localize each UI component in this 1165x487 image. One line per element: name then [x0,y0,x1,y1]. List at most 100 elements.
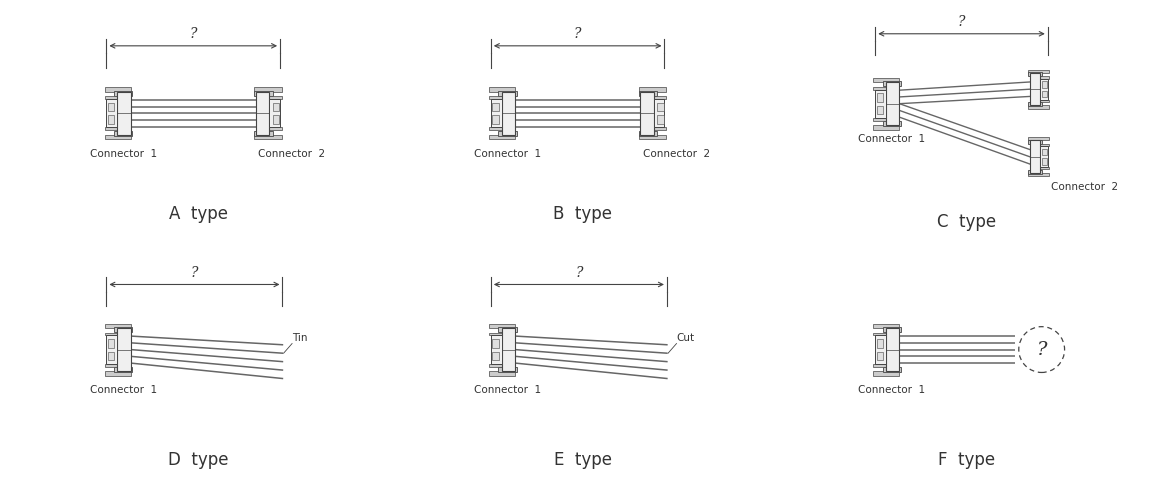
Bar [106,336,118,364]
Bar [499,367,517,373]
Bar [114,131,133,136]
Bar [114,327,133,332]
Bar [107,352,114,360]
Bar [489,371,515,375]
Bar [105,128,118,131]
Bar [876,93,883,102]
Bar [269,96,282,99]
Bar [876,352,883,360]
Bar [105,323,130,328]
Text: ?: ? [574,27,581,41]
Bar [489,96,502,99]
Bar [490,336,502,364]
Bar [1029,106,1050,109]
Bar [254,135,282,139]
Bar [254,87,282,92]
Bar [1029,137,1050,140]
Text: A  type: A type [169,206,227,224]
Bar [1029,173,1050,176]
Bar [273,115,280,124]
Bar [273,103,280,112]
Bar [874,323,899,328]
Text: F  type: F type [938,451,996,469]
Bar [502,92,515,135]
Bar [654,99,664,128]
Bar [875,336,887,364]
Bar [492,115,499,124]
Text: ?: ? [190,27,197,41]
Bar [1029,70,1050,73]
Bar [883,367,902,373]
Text: Connector  2: Connector 2 [259,149,325,159]
Bar [256,92,269,135]
Text: E  type: E type [553,451,612,469]
Bar [1029,72,1043,76]
Bar [1029,170,1043,174]
Bar [1030,73,1039,106]
Bar [883,327,902,332]
Bar [269,99,280,128]
Bar [883,121,902,127]
Bar [883,81,902,86]
Bar [254,91,273,96]
Bar [107,339,114,348]
Bar [105,87,130,92]
Bar [638,131,657,136]
Bar [107,103,114,112]
Bar [1039,168,1050,169]
Bar [874,364,887,367]
Bar [492,103,499,112]
Bar [1043,91,1047,97]
Bar [641,92,654,135]
Bar [638,135,666,139]
Bar [1039,76,1050,78]
Bar [638,91,657,96]
Bar [876,106,883,114]
Bar [105,333,118,336]
Bar [1043,81,1047,88]
Bar [1043,158,1047,165]
Bar [1039,144,1050,146]
Bar [490,99,502,128]
Bar [105,96,118,99]
Bar [887,328,899,371]
Bar [107,115,114,124]
Bar [1029,102,1043,106]
Bar [105,371,130,375]
Text: Tin: Tin [292,333,308,343]
Bar [1030,140,1039,173]
Text: C  type: C type [938,213,996,231]
Bar [874,333,887,336]
Text: Connector  1: Connector 1 [859,385,926,395]
Bar [657,115,664,124]
Bar [114,367,133,373]
Bar [874,77,899,82]
Bar [489,135,515,139]
Bar [887,82,899,125]
Bar [875,90,887,118]
Bar [657,103,664,112]
Bar [489,364,502,367]
Bar [1043,149,1047,155]
Bar [654,96,666,99]
Bar [105,364,118,367]
Bar [499,131,517,136]
Text: Connector  2: Connector 2 [1051,183,1118,192]
Bar [114,91,133,96]
Bar [254,131,273,136]
Bar [1039,100,1050,102]
Bar [489,333,502,336]
Bar [105,135,130,139]
Bar [489,128,502,131]
Bar [499,327,517,332]
Text: ?: ? [576,266,582,280]
Bar [1039,146,1047,168]
Bar [118,92,130,135]
Bar [654,128,666,131]
Bar [876,339,883,348]
Text: ?: ? [958,15,966,29]
Text: Connector  1: Connector 1 [474,149,542,159]
Bar [269,128,282,131]
Bar [1029,140,1043,144]
Bar [492,352,499,360]
